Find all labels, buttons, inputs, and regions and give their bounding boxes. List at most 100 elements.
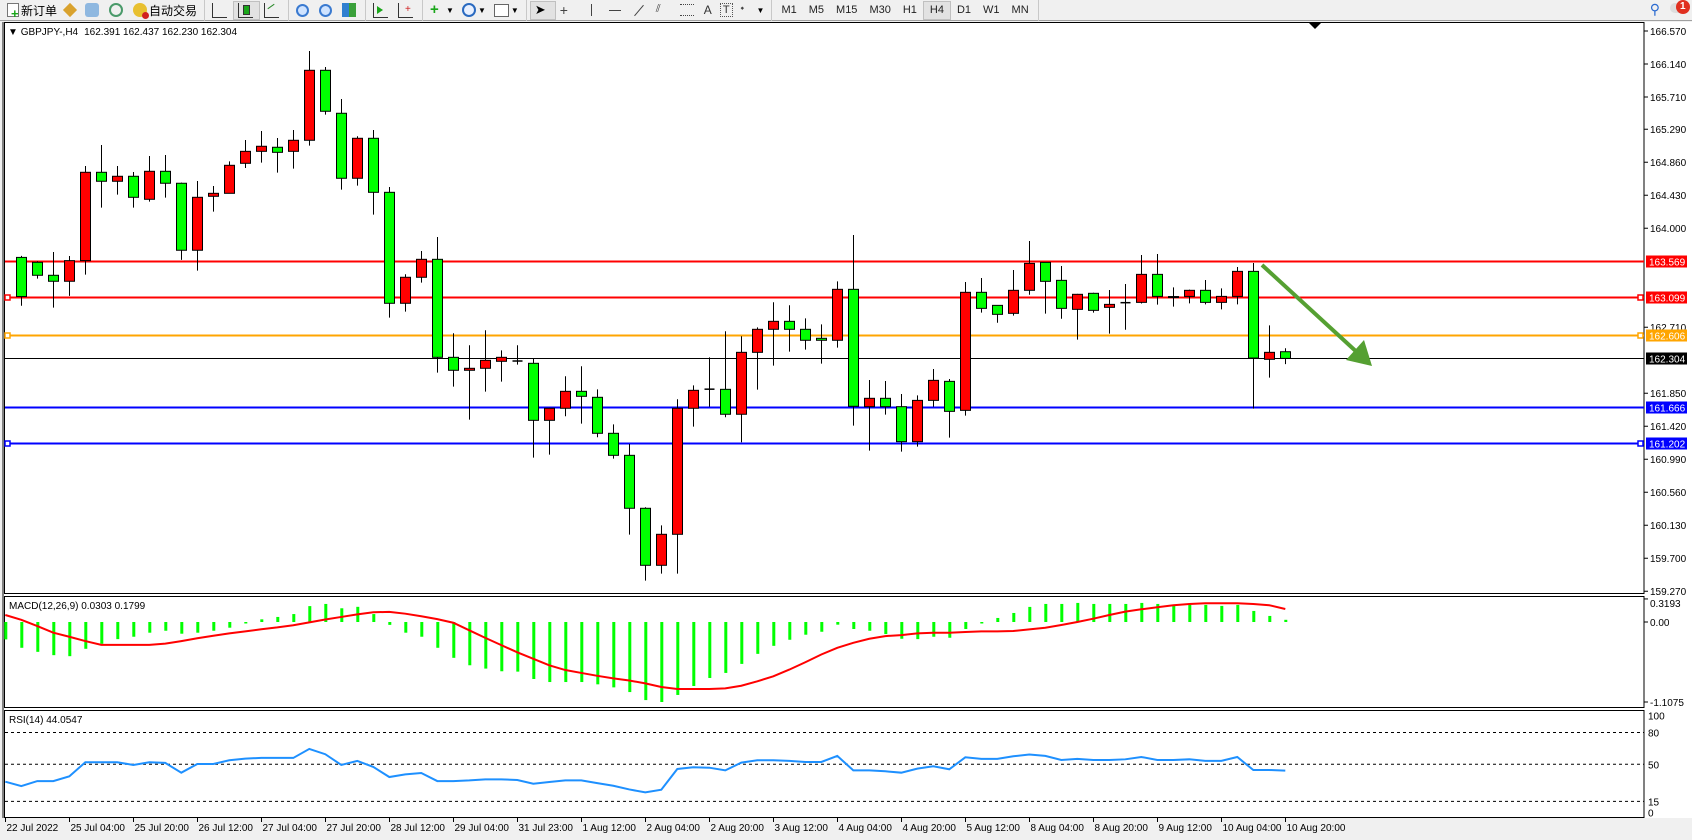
tile-windows-button[interactable] bbox=[338, 1, 362, 20]
candle[interactable] bbox=[960, 282, 971, 416]
horizontal-line-button[interactable] bbox=[604, 1, 628, 20]
trend-arrow[interactable] bbox=[1260, 263, 1372, 366]
timeframe-w1-button[interactable]: W1 bbox=[983, 4, 1000, 16]
candle[interactable] bbox=[480, 330, 491, 392]
candle[interactable] bbox=[976, 278, 987, 313]
zoom-out-button[interactable] bbox=[315, 1, 338, 20]
candle[interactable] bbox=[1280, 348, 1291, 365]
level-handle-icon[interactable] bbox=[4, 440, 11, 447]
equidistant-channel-button[interactable]: ⫽ bbox=[652, 1, 676, 20]
data-window-button[interactable] bbox=[81, 1, 105, 20]
candle[interactable] bbox=[624, 443, 635, 535]
candle[interactable] bbox=[336, 98, 347, 190]
candle[interactable] bbox=[848, 234, 859, 426]
candle[interactable] bbox=[912, 395, 923, 447]
text-button[interactable]: A bbox=[700, 1, 716, 20]
candle[interactable] bbox=[768, 302, 779, 366]
chart-shift-button[interactable]: + bbox=[394, 1, 419, 20]
candle[interactable] bbox=[1056, 265, 1067, 319]
candle[interactable] bbox=[1152, 254, 1163, 305]
candle[interactable] bbox=[176, 182, 187, 260]
candle[interactable] bbox=[944, 379, 955, 438]
candle[interactable] bbox=[992, 304, 1003, 323]
candle[interactable] bbox=[16, 255, 27, 306]
candle[interactable] bbox=[1088, 292, 1099, 313]
candle[interactable] bbox=[1216, 288, 1227, 310]
candle[interactable] bbox=[400, 274, 411, 312]
candle[interactable] bbox=[880, 381, 891, 415]
candle[interactable] bbox=[928, 368, 939, 407]
candle[interactable] bbox=[80, 165, 91, 275]
templates-button[interactable]: ▼ bbox=[490, 1, 523, 20]
notifications-icon[interactable]: 1 bbox=[1670, 0, 1690, 16]
candle[interactable] bbox=[416, 250, 427, 283]
candle[interactable] bbox=[512, 345, 523, 365]
level-handle-icon[interactable] bbox=[4, 294, 11, 301]
candle[interactable] bbox=[1264, 325, 1275, 378]
candle[interactable] bbox=[144, 155, 155, 202]
periods-button[interactable]: ▼ bbox=[458, 1, 490, 20]
candlestick-button[interactable] bbox=[233, 0, 261, 20]
indicators-button[interactable]: + ▼ bbox=[430, 1, 454, 18]
candle[interactable] bbox=[1120, 284, 1131, 330]
cursor-button[interactable]: ➤ bbox=[529, 0, 556, 20]
candle[interactable] bbox=[208, 185, 219, 212]
candle[interactable] bbox=[832, 281, 843, 348]
candle[interactable] bbox=[48, 251, 59, 308]
timeframe-m1-button[interactable]: M1 bbox=[781, 4, 797, 16]
text-label-button[interactable]: T bbox=[716, 1, 737, 20]
candle[interactable] bbox=[112, 165, 123, 195]
candle[interactable] bbox=[432, 236, 443, 373]
candle[interactable] bbox=[592, 389, 603, 438]
signals-button[interactable] bbox=[105, 1, 129, 20]
timeframe-m15-button[interactable]: M15 bbox=[836, 4, 858, 16]
bar-chart-button[interactable] bbox=[208, 1, 233, 20]
candle[interactable] bbox=[816, 324, 827, 364]
candle[interactable] bbox=[608, 424, 619, 459]
candle[interactable] bbox=[640, 507, 651, 581]
level-handle-icon[interactable] bbox=[1637, 332, 1644, 339]
candle[interactable] bbox=[192, 180, 203, 271]
crosshair-button[interactable]: + bbox=[556, 1, 580, 20]
timeframe-mn-button[interactable]: MN bbox=[1011, 4, 1029, 16]
candle[interactable] bbox=[64, 255, 75, 296]
arrow-shaft[interactable] bbox=[1260, 263, 1362, 357]
candle[interactable] bbox=[256, 131, 267, 163]
arrow-head-icon[interactable] bbox=[1346, 340, 1372, 366]
candle[interactable] bbox=[304, 50, 315, 146]
timeframe-h4-button[interactable]: H4 bbox=[922, 0, 951, 20]
line-chart-button[interactable] bbox=[260, 1, 285, 20]
arrows-button[interactable]: ⬩ ▼ bbox=[737, 1, 769, 20]
candle[interactable] bbox=[448, 333, 459, 387]
candle[interactable] bbox=[528, 358, 539, 458]
timeframe-m5-button[interactable]: M5 bbox=[808, 4, 825, 16]
candle[interactable] bbox=[1136, 255, 1147, 304]
autoscroll-button[interactable] bbox=[369, 1, 394, 20]
candle[interactable] bbox=[240, 139, 251, 168]
candle[interactable] bbox=[32, 261, 43, 279]
level-handle-icon[interactable] bbox=[1637, 440, 1644, 447]
candle[interactable] bbox=[272, 137, 283, 173]
candle[interactable] bbox=[1248, 263, 1259, 409]
candle[interactable] bbox=[496, 350, 507, 382]
candle[interactable] bbox=[1232, 266, 1243, 305]
search-icon[interactable]: ⚲ bbox=[1649, 1, 1660, 17]
new-order-button[interactable]: + 新订单 bbox=[3, 1, 61, 20]
candle[interactable] bbox=[560, 376, 571, 417]
candle[interactable] bbox=[784, 305, 795, 352]
candle[interactable] bbox=[736, 336, 747, 443]
candle[interactable] bbox=[1040, 261, 1051, 314]
candle[interactable] bbox=[672, 399, 683, 574]
candle[interactable] bbox=[1008, 269, 1019, 316]
candle[interactable] bbox=[1184, 289, 1195, 304]
candle[interactable] bbox=[896, 394, 907, 452]
fibonacci-button[interactable] bbox=[676, 1, 700, 20]
candle[interactable] bbox=[320, 66, 331, 115]
candle[interactable] bbox=[1200, 280, 1211, 305]
candle[interactable] bbox=[864, 380, 875, 451]
timeframe-m30-button[interactable]: M30 bbox=[869, 4, 891, 16]
candle[interactable] bbox=[352, 136, 363, 186]
candle[interactable] bbox=[704, 357, 715, 407]
candle[interactable] bbox=[576, 366, 587, 424]
